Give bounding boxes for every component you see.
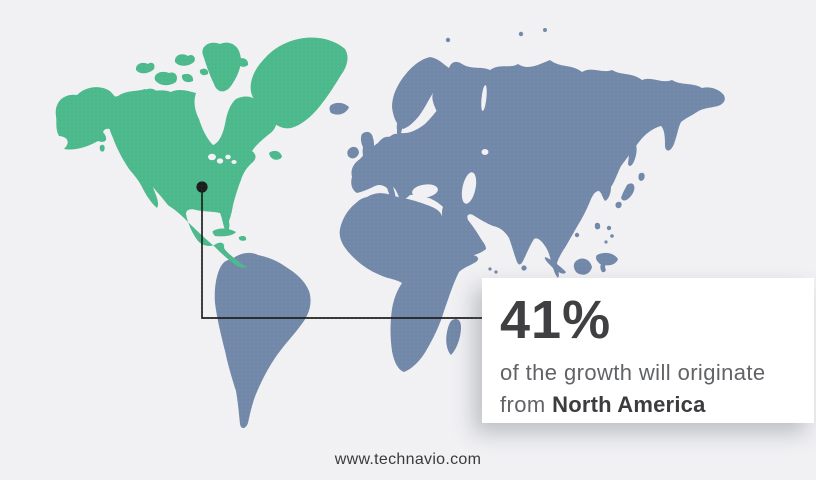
alaska-shape [55, 87, 119, 150]
philippines-island [606, 225, 612, 231]
arctic-island [543, 28, 547, 32]
philippines-island [610, 234, 614, 238]
sulawesi-shape [600, 263, 606, 273]
ireland-shape [347, 146, 359, 159]
stat-percentage: 41% [500, 290, 612, 350]
taiwan-shape [594, 222, 601, 230]
location-marker-dot [196, 181, 208, 193]
north-america-mainland-shape [106, 89, 277, 268]
cuba-shape [212, 228, 236, 237]
arctic-island-shape [237, 58, 249, 67]
vancouver-island-shape [99, 144, 105, 152]
callout-connector-line [201, 190, 484, 319]
sumatra-shape [544, 257, 566, 274]
japan-hokkaido-shape [638, 172, 645, 181]
stat-callout: 41% of the growth will originate from No… [482, 278, 814, 423]
japan-honshu-shape [621, 183, 635, 201]
great-lake [208, 153, 216, 161]
ob-gulf [481, 85, 487, 111]
madagascar-shape [446, 319, 461, 355]
arctic-island [445, 37, 451, 43]
website-url: www.technavio.com [334, 451, 482, 468]
great-lake [231, 160, 237, 164]
inland-water [208, 85, 489, 204]
north-america-region [55, 37, 348, 268]
black-sea [412, 184, 438, 198]
africa-shape [339, 193, 479, 372]
indian-ocean-island [494, 270, 498, 274]
caspian-sea [461, 172, 477, 204]
indian-ocean-island [488, 267, 492, 271]
arctic-island-shape [135, 62, 155, 74]
sri-lanka-island [521, 265, 527, 271]
arctic-island-shape [199, 68, 209, 76]
hainan-island [574, 232, 580, 238]
arctic-island-shape [174, 54, 195, 66]
philippines-island [604, 240, 608, 244]
stat-description: of the growth will originate from North … [500, 357, 796, 421]
rest-of-world-region [214, 28, 725, 429]
callout-connector [196, 181, 484, 319]
stat-line1: of the growth will originate [500, 360, 766, 386]
greenland-shape [250, 37, 348, 129]
great-lake [225, 154, 231, 160]
arctic-island [518, 31, 524, 37]
newfoundland-shape [269, 150, 282, 160]
arctic-island-shape [181, 73, 194, 83]
aral-sea [481, 149, 489, 155]
uk-shape [360, 131, 376, 164]
baffin-island-shape [202, 42, 241, 92]
iceland-shape [329, 102, 349, 115]
hispaniola-shape [238, 236, 247, 241]
stat-region-name: North America [552, 392, 706, 418]
victoria-island-shape [154, 71, 178, 86]
south-america-shape [214, 252, 311, 429]
great-lake [216, 158, 224, 164]
borneo-shape [573, 258, 592, 275]
japan-kyushu-shape [615, 201, 622, 209]
sakhalin-shape [628, 143, 637, 166]
stat-line2-prefix: from [500, 392, 553, 418]
novaya-zemlya-shape [469, 71, 496, 93]
new-guinea-shape [596, 252, 618, 266]
arctic-island-shape [145, 88, 158, 97]
